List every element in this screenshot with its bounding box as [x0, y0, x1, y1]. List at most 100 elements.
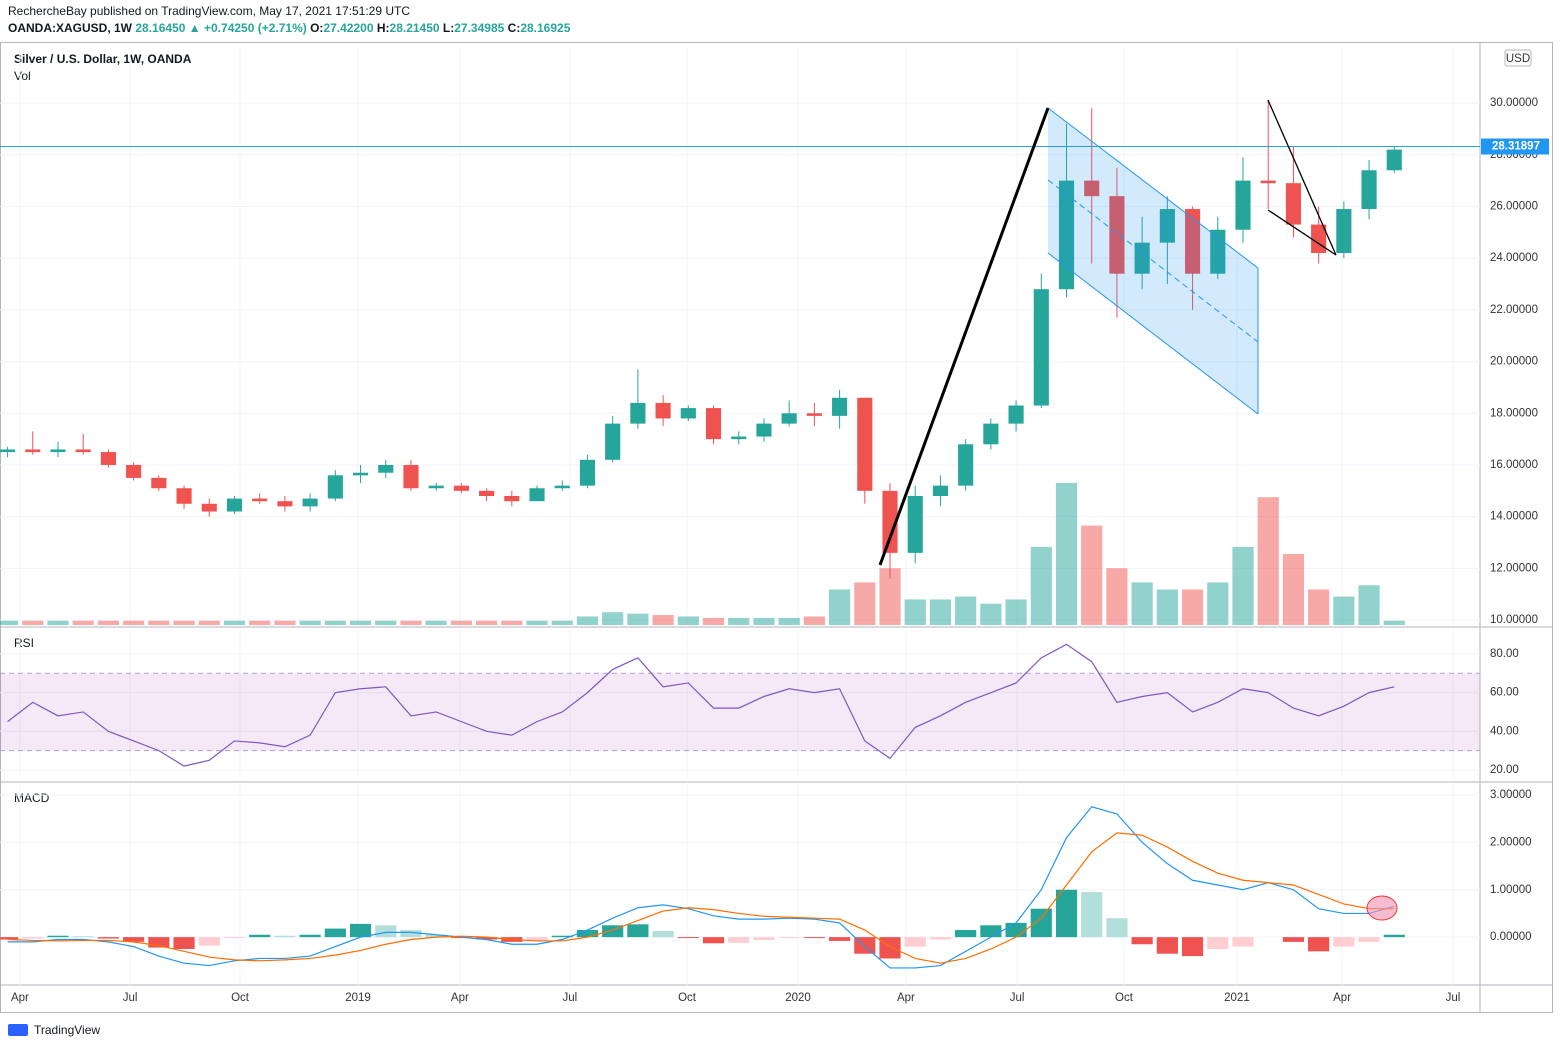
candle-body [756, 423, 772, 437]
y-tick-label: 0.00000 [1490, 931, 1532, 943]
candle-body [907, 496, 923, 553]
candle-body [453, 485, 469, 491]
macd-histogram-bar [173, 937, 195, 949]
macd-histogram-bar [1005, 922, 1027, 938]
volume-bar [1257, 497, 1279, 625]
volume-bar [501, 620, 523, 625]
x-tick-label: Jul [562, 992, 577, 1004]
volume-bar [879, 568, 901, 625]
volume-bar [1055, 483, 1078, 625]
y-tick-label: 2.00000 [1490, 836, 1532, 848]
volume-bar [1232, 546, 1254, 625]
volume-bar [551, 620, 573, 625]
x-tick-label: 2019 [345, 992, 371, 1004]
drawings [878, 99, 1398, 921]
macd-histogram-bar [223, 937, 246, 939]
volume-bar [123, 620, 145, 625]
volume-bar [1131, 582, 1153, 625]
macd-histogram-bar [1156, 937, 1178, 954]
x-tick-label: Jul [1446, 992, 1461, 1004]
y-tick-label: 40.00 [1490, 725, 1519, 737]
macd-histogram-bar [677, 937, 699, 939]
candle-body [428, 485, 444, 489]
volume-bar [576, 616, 599, 625]
macd-histogram-bar [652, 930, 674, 938]
y-tick-label: 60.00 [1490, 687, 1519, 699]
macd-histogram-bar [22, 937, 44, 939]
volume-bar [1383, 620, 1405, 625]
plot: Apr Jul Oct 2019 Apr Jul Oct 2020 Apr Jul Oct 2021 A… [0, 48, 1549, 1004]
h-label: H: [377, 21, 390, 35]
macd-histogram-bar [1308, 937, 1330, 952]
macd-histogram-bar [602, 925, 624, 938]
volume-bar [47, 620, 69, 625]
candle-body [352, 472, 369, 476]
macd-histogram-bar [1131, 937, 1153, 945]
volume-bar [1106, 568, 1128, 625]
chart-title: Silver / U.S. Dollar, 1W, OANDA [14, 52, 192, 66]
candle-body [857, 397, 873, 491]
candle-body [479, 490, 495, 497]
volume-bar [753, 617, 775, 625]
current-price-label: 28.31897 [1492, 141, 1540, 153]
candle-body [100, 452, 116, 465]
macd-histogram-bar [375, 925, 397, 938]
wedge-bottom [1267, 209, 1337, 256]
volume-bar [1030, 546, 1052, 625]
channel-top [1047, 107, 1259, 269]
candle-body [1033, 289, 1049, 406]
volume-bar [1308, 589, 1330, 625]
candle-body [1134, 242, 1150, 274]
currency-badge [1504, 49, 1532, 67]
candle-body [176, 488, 192, 504]
macd-histogram-bar [728, 937, 750, 943]
macd-histogram-bar [1181, 937, 1204, 957]
candle-body [1386, 149, 1402, 171]
macd-histogram-bar [47, 935, 69, 938]
macd-histogram-bar [1106, 918, 1128, 938]
macd-histogram-bar [198, 937, 220, 946]
candle-body [1361, 170, 1377, 210]
volume-bar [728, 617, 750, 625]
y-tick-label: 24.00000 [1490, 252, 1538, 264]
candle-body [630, 402, 646, 424]
macd-histogram-bar [551, 935, 573, 938]
candle-body [1109, 196, 1125, 274]
candle-body [781, 413, 797, 424]
volume-bar [904, 599, 926, 625]
candle-body [504, 496, 520, 502]
y-tick-label: 18.00000 [1490, 407, 1538, 419]
x-tick-label: Oct [231, 992, 250, 1004]
candle-body [1260, 180, 1276, 184]
macd-histogram-bar [702, 937, 725, 944]
candle-body [0, 449, 16, 453]
volume-bar [97, 620, 120, 625]
macd-histogram-bar [753, 937, 775, 940]
channel-mid [1047, 179, 1259, 343]
candle-body [1235, 180, 1251, 230]
macd-histogram-bar [1383, 934, 1405, 938]
candle-body [151, 477, 167, 489]
change: +0.74250 (+2.71%) [204, 21, 307, 35]
y-tick-label: 20.00000 [1490, 356, 1538, 368]
macd-histogram-bar [1282, 937, 1305, 942]
candle-body [1285, 183, 1301, 225]
x-tick-label: Jul [1010, 992, 1025, 1004]
volume-bar [72, 620, 94, 625]
volume-bar [173, 620, 195, 625]
macd-histogram-bar [576, 930, 599, 938]
macd-histogram-bar [955, 930, 977, 938]
volume-bar [1358, 585, 1380, 625]
y-tick-label: 3.00000 [1490, 789, 1532, 801]
o-label: O: [310, 21, 323, 35]
macd-histogram-bar [349, 923, 372, 938]
volume-bar [1156, 589, 1178, 625]
volume-bar [803, 616, 825, 625]
candle-body [277, 501, 293, 507]
y-tick-label: 16.00000 [1490, 459, 1538, 471]
h: 28.21450 [390, 21, 440, 35]
y-tick-label: 20.00 [1490, 764, 1519, 776]
y-tick-label: 22.00000 [1490, 304, 1538, 316]
candle-body [579, 459, 596, 486]
